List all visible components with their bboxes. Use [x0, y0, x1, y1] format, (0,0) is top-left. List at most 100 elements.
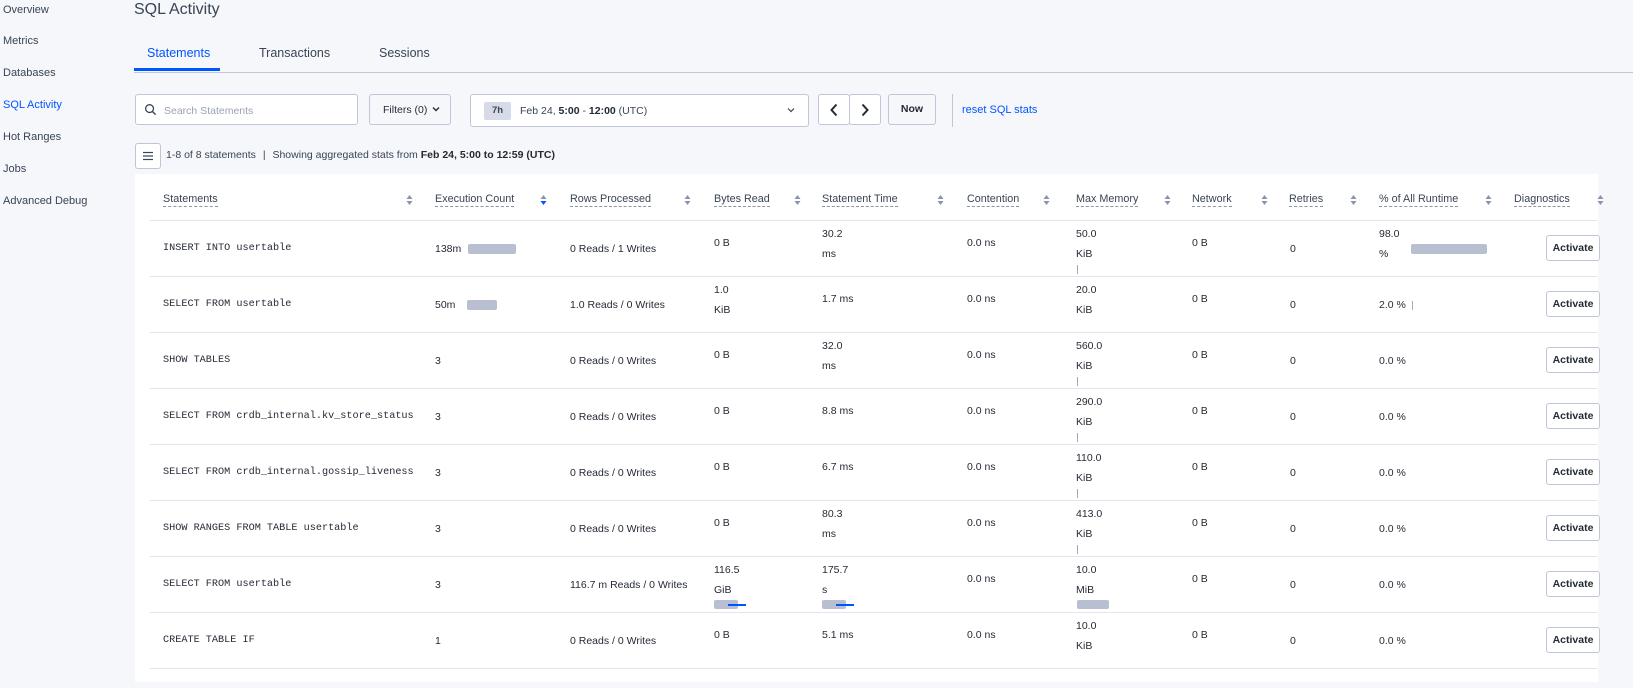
statement-time: 5.1 ms	[822, 629, 854, 641]
sort-icon[interactable]	[1043, 194, 1050, 206]
network: 0 B	[1192, 629, 1208, 641]
retries: 0	[1290, 523, 1296, 535]
next-time-button[interactable]	[849, 94, 881, 125]
statement-text[interactable]: SHOW TABLES	[163, 355, 231, 366]
max-memory-bar	[1077, 600, 1109, 609]
header-max-memory[interactable]: Max Memory	[1076, 193, 1139, 207]
activate-diagnostics-button[interactable]: Activate	[1546, 347, 1600, 373]
header-statement-time[interactable]: Statement Time	[822, 193, 898, 207]
column-selector-button[interactable]	[135, 143, 161, 169]
sort-icon[interactable]	[1597, 194, 1604, 206]
tab-statements[interactable]: Statements	[134, 46, 220, 71]
header-contention[interactable]: Contention	[967, 193, 1020, 207]
activate-diagnostics-button[interactable]: Activate	[1546, 459, 1600, 485]
execution-count: 1	[435, 635, 441, 647]
now-button[interactable]: Now	[888, 94, 936, 125]
max-memory-unit: KiB	[1076, 528, 1093, 540]
max-memory-value: 413.0	[1076, 508, 1103, 520]
row-divider	[150, 444, 1597, 445]
time-range-select[interactable]: 7h Feb 24, 5:00 - 12:00 (UTC)	[470, 94, 809, 127]
execution-count: 3	[435, 467, 441, 479]
contention: 0.0 ns	[967, 237, 996, 249]
header-execution-count[interactable]: Execution Count	[435, 193, 515, 207]
tab-sessions[interactable]: Sessions	[379, 46, 430, 60]
statement-text[interactable]: INSERT INTO usertable	[163, 243, 292, 254]
max-memory-unit: MiB	[1076, 584, 1095, 596]
statement-time-deviation	[836, 604, 854, 606]
contention: 0.0 ns	[967, 573, 996, 585]
row-divider	[150, 612, 1597, 613]
sort-icon[interactable]	[1350, 194, 1357, 206]
header-network[interactable]: Network	[1192, 193, 1232, 207]
sort-icon[interactable]	[540, 194, 547, 206]
activate-diagnostics-button[interactable]: Activate	[1546, 403, 1600, 429]
time-range-timezone: (UTC)	[618, 105, 648, 117]
max-memory-bar	[1077, 377, 1078, 386]
sidebar-item-overview[interactable]: Overview	[3, 4, 49, 16]
max-memory-unit: KiB	[1076, 472, 1093, 484]
header-retries[interactable]: Retries	[1289, 193, 1324, 207]
activate-diagnostics-button[interactable]: Activate	[1546, 627, 1600, 653]
header-statements[interactable]: Statements	[163, 193, 218, 207]
chevron-down-icon	[432, 107, 440, 112]
statement-text[interactable]: SHOW RANGES FROM TABLE usertable	[163, 523, 359, 534]
max-memory-unit: KiB	[1076, 248, 1093, 260]
sort-icon[interactable]	[1485, 194, 1492, 206]
network: 0 B	[1192, 573, 1208, 585]
search-input[interactable]	[162, 101, 356, 121]
header-diagnostics[interactable]: Diagnostics	[1514, 193, 1570, 207]
sidebar-item-hot-ranges[interactable]: Hot Ranges	[3, 131, 62, 143]
network: 0 B	[1192, 293, 1208, 305]
header-rows-processed[interactable]: Rows Processed	[570, 193, 652, 207]
activate-diagnostics-button[interactable]: Activate	[1546, 291, 1600, 317]
activate-diagnostics-button[interactable]: Activate	[1546, 515, 1600, 541]
header-percent-runtime[interactable]: % of All Runtime	[1379, 193, 1459, 207]
sort-icon[interactable]	[1261, 194, 1268, 206]
contention: 0.0 ns	[967, 405, 996, 417]
search-box	[135, 94, 358, 125]
previous-time-button[interactable]	[818, 94, 850, 125]
max-memory-unit: KiB	[1076, 304, 1093, 316]
statement-text[interactable]: SELECT FROM crdb_internal.kv_store_statu…	[163, 411, 414, 422]
row-divider	[150, 276, 1597, 277]
chevron-down-icon	[787, 108, 795, 113]
network: 0 B	[1192, 237, 1208, 249]
filters-button-label: Filters (0)	[383, 104, 428, 116]
sort-icon[interactable]	[794, 194, 801, 206]
sidebar-item-sql-activity[interactable]: SQL Activity	[3, 99, 62, 111]
network: 0 B	[1192, 405, 1208, 417]
sidebar-item-jobs[interactable]: Jobs	[3, 163, 27, 175]
contention: 0.0 ns	[967, 293, 996, 305]
activate-diagnostics-button[interactable]: Activate	[1546, 235, 1600, 261]
time-range-end: 12:00	[588, 105, 616, 117]
bytes-read: 0 B	[714, 405, 730, 417]
bytes-read-unit: GiB	[714, 584, 732, 596]
statement-time-bar	[822, 600, 846, 609]
reset-sql-stats-link[interactable]: reset SQL stats	[962, 104, 1038, 116]
filters-button[interactable]: Filters (0)	[369, 94, 451, 125]
summary-separator: |	[262, 149, 266, 161]
sidebar: Overview Metrics Databases SQL Activity …	[0, 0, 125, 688]
execution-count: 3	[435, 579, 441, 591]
bytes-read-unit: KiB	[714, 304, 731, 316]
sort-icon[interactable]	[937, 194, 944, 206]
sidebar-item-metrics[interactable]: Metrics	[3, 35, 39, 47]
statement-text[interactable]: SELECT FROM usertable	[163, 299, 292, 310]
sidebar-item-databases[interactable]: Databases	[3, 67, 56, 79]
header-bytes-read[interactable]: Bytes Read	[714, 193, 770, 207]
bytes-read-bar	[714, 600, 738, 609]
max-memory-value: 50.0	[1076, 228, 1097, 240]
activate-diagnostics-button[interactable]: Activate	[1546, 571, 1600, 597]
sort-icon[interactable]	[1164, 194, 1171, 206]
toolbar-divider	[952, 94, 953, 127]
max-memory-value: 290.0	[1076, 396, 1103, 408]
sort-icon[interactable]	[406, 194, 413, 206]
statement-text[interactable]: SELECT FROM usertable	[163, 579, 292, 590]
sidebar-item-advanced-debug[interactable]: Advanced Debug	[3, 195, 88, 207]
statement-text[interactable]: CREATE TABLE IF	[163, 635, 255, 646]
bytes-read: 0 B	[714, 237, 730, 249]
sort-icon[interactable]	[684, 194, 691, 206]
tab-transactions[interactable]: Transactions	[259, 46, 331, 60]
statement-text[interactable]: SELECT FROM crdb_internal.gossip_livenes…	[163, 467, 414, 478]
statement-time: 6.7 ms	[822, 461, 854, 473]
